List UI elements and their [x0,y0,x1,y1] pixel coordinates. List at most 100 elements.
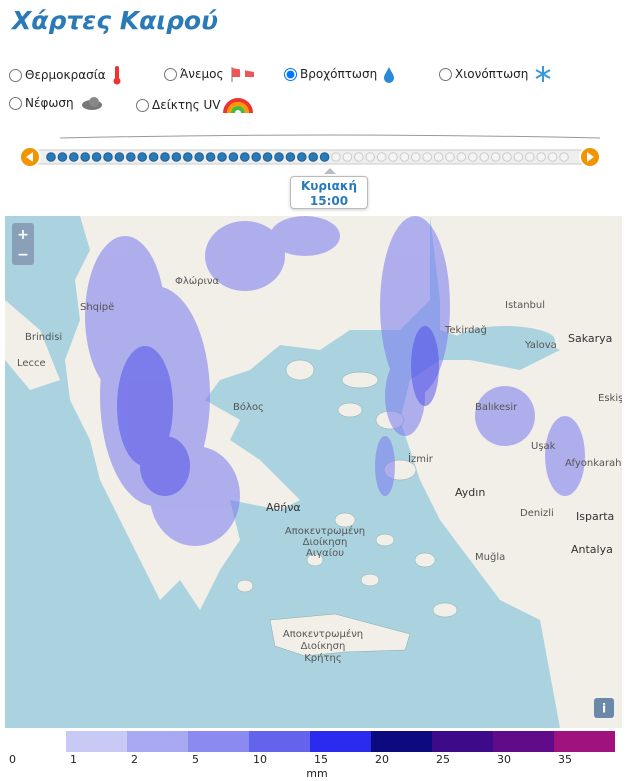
time-step [183,152,193,162]
map-label: Aydın [455,486,485,499]
legend-tick-label: 2 [131,753,138,766]
time-step [547,152,558,162]
time-step [513,152,524,162]
legend-swatch [5,731,66,752]
time-step [46,152,56,162]
time-step [445,152,455,162]
time-step [126,152,136,162]
legend-swatch [127,731,188,752]
legend-tick-label: 20 [375,753,389,766]
option[interactable]: Χιονόπτωση [439,65,552,83]
legend-tick-label: 0 [9,753,16,766]
time-step [422,152,433,162]
timeline [19,134,601,174]
precipitation-heavy [117,326,439,496]
map-label: Isparta [576,510,614,523]
time-step [456,152,467,162]
option-label: Βροχόπτωση [300,67,378,81]
radio[interactable] [9,68,22,82]
icon [384,67,395,83]
map-label: Istanbul [505,300,545,311]
map-label: Uşak [531,441,556,452]
map-label: Sakarya [568,332,612,345]
option[interactable]: Θερμοκρασία [9,65,122,85]
time-step [148,152,159,162]
map-label: Brindisi [25,332,62,343]
map-label: Lecce [17,358,46,369]
legend-tick-label: 35 [558,753,572,766]
time-step [502,152,512,162]
time-step [103,152,113,162]
time-step [240,152,250,162]
map-label: İzmir [408,452,434,465]
map[interactable]: Brindisi Lecce Βόλος Αθήνα Istanbul Teki… [5,216,622,728]
time-step [411,152,421,162]
info-label: i [602,702,606,716]
map-label: Αθήνα [266,501,301,514]
sea [455,326,555,354]
time-step [479,152,490,162]
time-step [331,152,341,162]
map-label: Denizli [520,508,554,519]
legend-swatch [310,731,371,752]
map-label: Διοίκηση [303,536,348,548]
option-label: Θερμοκρασία [25,68,106,82]
map-label: Yalova [524,340,557,351]
map-label: Αποκεντρωμένη [285,525,365,537]
day: Κυριακή [301,179,357,193]
time-step [490,152,501,162]
map-label: Κρήτης [304,652,341,664]
time-step [205,152,216,162]
time-step [114,152,125,162]
time-step [308,152,319,162]
island [269,613,411,657]
time-step [342,152,353,162]
radio[interactable] [284,67,297,81]
radio[interactable] [164,67,177,81]
legend-swatch [554,731,615,752]
time-step [80,152,90,162]
time-step [354,152,364,162]
legend: mm 0 1 2 5 10 15 20 25 30 35 [5,731,615,780]
land [5,300,60,390]
time-step [137,152,147,162]
map-label: Βόλος [233,401,264,413]
legend-tick-label: 30 [497,753,511,766]
option[interactable]: Βροχόπτωση [284,65,395,83]
time-step [262,152,273,162]
time-step [319,152,330,162]
page-title: Χάρτες Καιρού [12,6,218,35]
divider [59,134,601,139]
time-step [285,152,296,162]
radio[interactable] [9,96,22,110]
radio[interactable] [136,98,149,112]
legend-swatch [432,731,493,752]
time-step [217,152,227,162]
map-label: Αποκεντρωμένη [283,628,363,640]
map-label: Antalya [571,543,613,556]
time-step [274,152,284,162]
time-step [57,152,68,162]
time: 15:00 [309,194,349,208]
icon [535,66,551,82]
legend-swatch [493,731,554,752]
info-button[interactable] [594,698,614,718]
option[interactable]: Άνεμος [164,65,256,83]
map-label: Eskişe [598,393,622,404]
legend-tick-label: 25 [436,753,450,766]
time-step [69,152,79,162]
legend-tick-label: 15 [314,753,328,766]
option-label: Νέφωση [25,96,74,110]
option[interactable]: Νέφωση [9,95,104,111]
time-step [365,152,376,162]
zoom-in[interactable]: + [17,227,29,243]
time-step [376,152,387,162]
icon [81,97,102,110]
option[interactable]: Δείκτης UV [136,95,253,115]
time-step [228,152,239,162]
zoom-out[interactable]: − [17,247,29,263]
radio[interactable] [439,67,452,81]
map-label: Afyonkarahisar [565,458,622,469]
legend-swatch [371,731,432,752]
